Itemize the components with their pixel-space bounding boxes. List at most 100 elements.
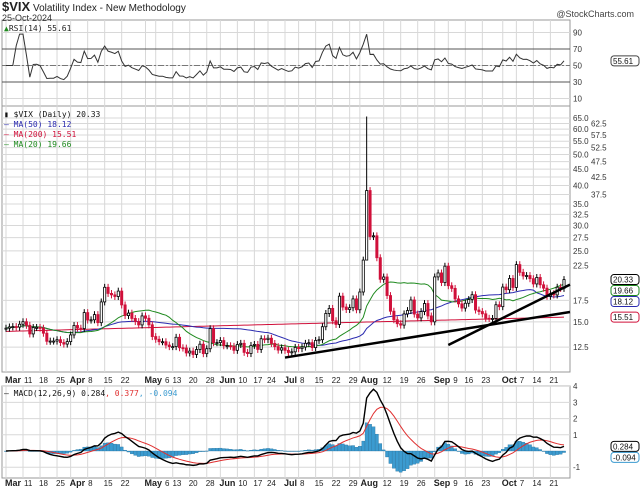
candle-body: [307, 342, 311, 345]
candle-body: [320, 326, 324, 341]
macd-hist-bar: [181, 450, 185, 455]
macd-hist-bar: [262, 448, 267, 452]
price-y-tick: 62.5: [591, 119, 607, 128]
x-tick-label: 23: [481, 376, 490, 385]
x-tick-label: 26: [417, 479, 426, 488]
candle-body: [7, 326, 11, 329]
candle-body: [337, 295, 341, 325]
macd-hist-bar: [215, 448, 219, 452]
x-tick-label: 8: [300, 376, 305, 385]
candle-body: [535, 277, 539, 285]
macd-value-badge: 0.284: [610, 440, 640, 452]
candle-body: [419, 311, 423, 319]
brand-logo: @StockCharts.com: [556, 9, 634, 19]
macd-hist-bar: [307, 449, 311, 452]
ma200-legend: — MA(200) 15.51: [4, 130, 77, 139]
rsi-y-tick: 30: [573, 78, 582, 87]
macd-hist-bar: [266, 448, 270, 452]
macd-hist-bar: [371, 426, 376, 452]
macd-hist-bar: [290, 450, 294, 452]
candle-icon: ▮: [4, 110, 9, 119]
macd-hist-bar: [358, 446, 362, 452]
macd-hist-bar: [392, 450, 396, 469]
macd-hist-bar: [177, 450, 182, 456]
macd-hist-bar: [273, 449, 277, 452]
candle-body: [354, 298, 358, 311]
macd-hist-bar: [296, 450, 301, 452]
macd-hist-bar: [535, 447, 539, 452]
candle-body: [205, 348, 209, 355]
candle-body: [368, 190, 372, 237]
x-tick-label: 22: [121, 479, 130, 488]
candle-body: [310, 342, 314, 349]
x-tick-label: Jun: [219, 478, 235, 488]
macd-hist-bar: [65, 450, 69, 454]
candle-body: [470, 294, 474, 300]
rsi-legend-text: RSI(14) 55.61: [8, 24, 72, 33]
candle-body: [422, 303, 426, 312]
x-tick-label: 21: [549, 376, 558, 385]
candle-body: [72, 325, 76, 336]
candle-body: [402, 313, 406, 326]
close-value-badge-box: [610, 274, 640, 286]
candle-body: [538, 277, 542, 286]
macd-hist-bar: [245, 450, 250, 452]
ma200-legend-text: MA(200) 15.51: [13, 130, 77, 139]
macd-hist-bar: [449, 445, 454, 452]
candle-body: [480, 311, 484, 315]
macd-hist-bar: [279, 450, 284, 452]
macd-hist-bar: [494, 450, 498, 455]
candle-body: [174, 336, 178, 348]
candle-body: [405, 310, 409, 315]
x-tick-label: 11: [24, 376, 33, 385]
macd-hist-bar: [538, 449, 542, 452]
candle-body: [280, 347, 284, 351]
x-tick-label: 28: [206, 479, 215, 488]
candle-body: [130, 312, 134, 319]
candle-body: [208, 328, 212, 350]
macd-hist-bar: [504, 447, 508, 452]
candle-body: [501, 286, 505, 308]
ma20-legend-text: MA(20) 19.66: [13, 140, 72, 149]
macd-y-tick: 4: [573, 382, 578, 391]
candle-body: [477, 309, 481, 312]
macd-hist-legend: , -0.094: [138, 389, 178, 398]
price-y-tick: 40.0: [573, 181, 589, 190]
macd-hist-bar: [541, 450, 546, 452]
candle-body: [497, 304, 501, 308]
macd-hist-bar: [143, 450, 148, 457]
macd-hist-value-badge-box: [610, 451, 640, 463]
x-tick-label: 16: [464, 479, 473, 488]
candle-body: [252, 344, 256, 346]
ma20-value-badge-text: 19.66: [613, 287, 634, 296]
candle-body: [467, 299, 471, 304]
rsi-value-badge-text: 55.61: [613, 57, 634, 66]
x-tick-label: 29: [349, 479, 358, 488]
candle-body: [178, 336, 182, 349]
candle-body: [327, 308, 331, 314]
macd-hist-bar: [198, 450, 202, 452]
candle-body: [375, 235, 379, 259]
macd-hist-bar: [286, 450, 291, 452]
candle-body: [491, 318, 495, 320]
candle-body: [314, 340, 318, 349]
macd-value-badge-box: [610, 440, 640, 452]
macd-hist-bar: [239, 449, 243, 452]
macd-hist-bar: [409, 450, 413, 466]
macd-hist-bar: [341, 443, 345, 452]
macd-hist-bar: [518, 440, 522, 452]
x-tick-label: 26: [417, 376, 426, 385]
candle-body: [109, 293, 113, 296]
macd-hist-bar: [388, 450, 393, 464]
symbol: $VIX: [2, 0, 31, 14]
x-tick-label: 25: [56, 376, 65, 385]
candle-body: [133, 318, 137, 322]
candle-body: [45, 332, 49, 342]
price-legend-text: $VIX (Daily) 20.33: [13, 110, 101, 119]
macd-hist-bar: [116, 444, 121, 452]
candle-body: [263, 338, 267, 341]
x-tick-label: 9: [453, 479, 458, 488]
macd-hist-bar: [184, 450, 189, 455]
x-tick-label: 18: [39, 479, 48, 488]
macd-hist-bar: [412, 450, 417, 465]
